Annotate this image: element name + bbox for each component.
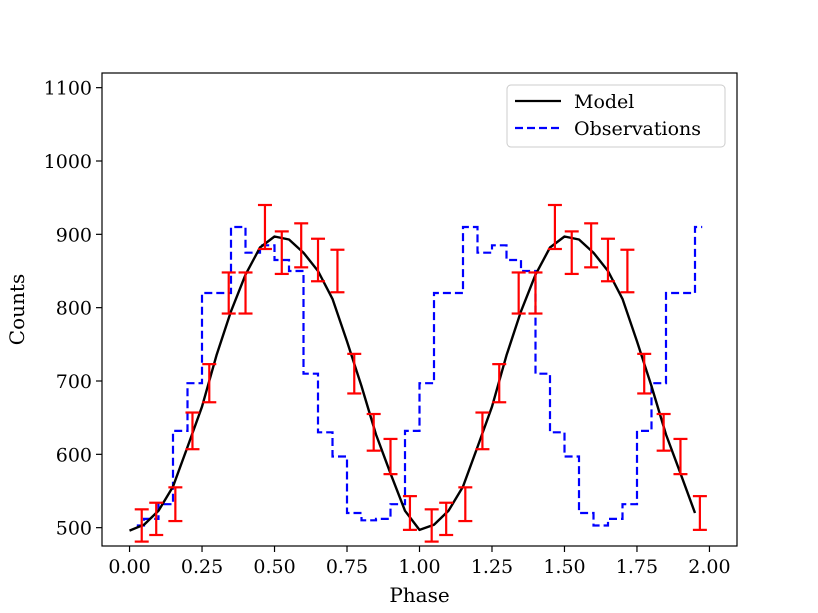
y-tick-label: 600 [56,444,92,466]
x-axis-label: Phase [389,583,449,607]
x-tick-label: 0.75 [326,556,368,578]
error-bar [458,486,473,523]
y-tick-label: 800 [56,298,92,320]
x-tick-label: 2.00 [688,556,730,578]
y-tick-label: 900 [56,224,92,246]
error-bar [238,271,253,315]
error-bar [311,237,326,283]
x-tick-label: 1.50 [543,556,585,578]
error-bar [637,352,652,395]
error-bar [528,271,543,315]
error-bar [383,437,398,476]
error-bar [149,501,164,537]
y-tick-label: 1100 [44,78,92,100]
error-bar [424,508,439,543]
error-bar [439,501,454,537]
x-tick-label: 1.00 [398,556,440,578]
error-bar [492,363,507,404]
y-tick-label: 700 [56,371,92,393]
error-bar [656,412,671,452]
observations-line [136,225,703,527]
y-axis-label: Counts [5,274,29,345]
error-bar [475,411,490,451]
error-bar [221,271,236,315]
error-bar [511,271,526,315]
error-bar [330,248,345,294]
legend-model-label: Model [574,91,634,113]
error-bar [294,222,309,269]
y-tick-label: 1000 [44,151,92,173]
error-bar [185,411,200,451]
error-bar [402,495,417,531]
x-tick-label: 0.00 [108,556,150,578]
y-tick-label: 500 [56,518,92,540]
error-bar [347,352,362,395]
x-axis-ticks: 0.00 0.25 0.50 0.75 1.00 1.25 1.50 1.75 2.00 [108,546,731,578]
error-bar [168,486,183,523]
legend-observations-label: Observations [574,118,701,140]
x-tick-label: 1.75 [616,556,658,578]
error-bar [257,203,272,251]
error-bar [692,495,707,531]
error-bar [274,230,289,276]
legend-box [506,84,726,148]
error-bar [547,203,562,251]
model-line [129,235,697,532]
error-bar [366,412,381,452]
error-bar [600,237,615,283]
y-axis-ticks: 500 600 700 800 900 1000 1100 [44,78,102,540]
error-bar [202,363,217,404]
x-tick-label: 0.25 [181,556,223,578]
error-bar [134,508,149,543]
x-tick-label: 0.50 [253,556,295,578]
error-bar [620,248,635,294]
x-tick-label: 1.25 [471,556,513,578]
error-bar [564,230,579,276]
plot-content [129,203,707,543]
legend: Model Observations [506,84,726,148]
error-bar [673,437,688,476]
error-bar [584,222,599,269]
